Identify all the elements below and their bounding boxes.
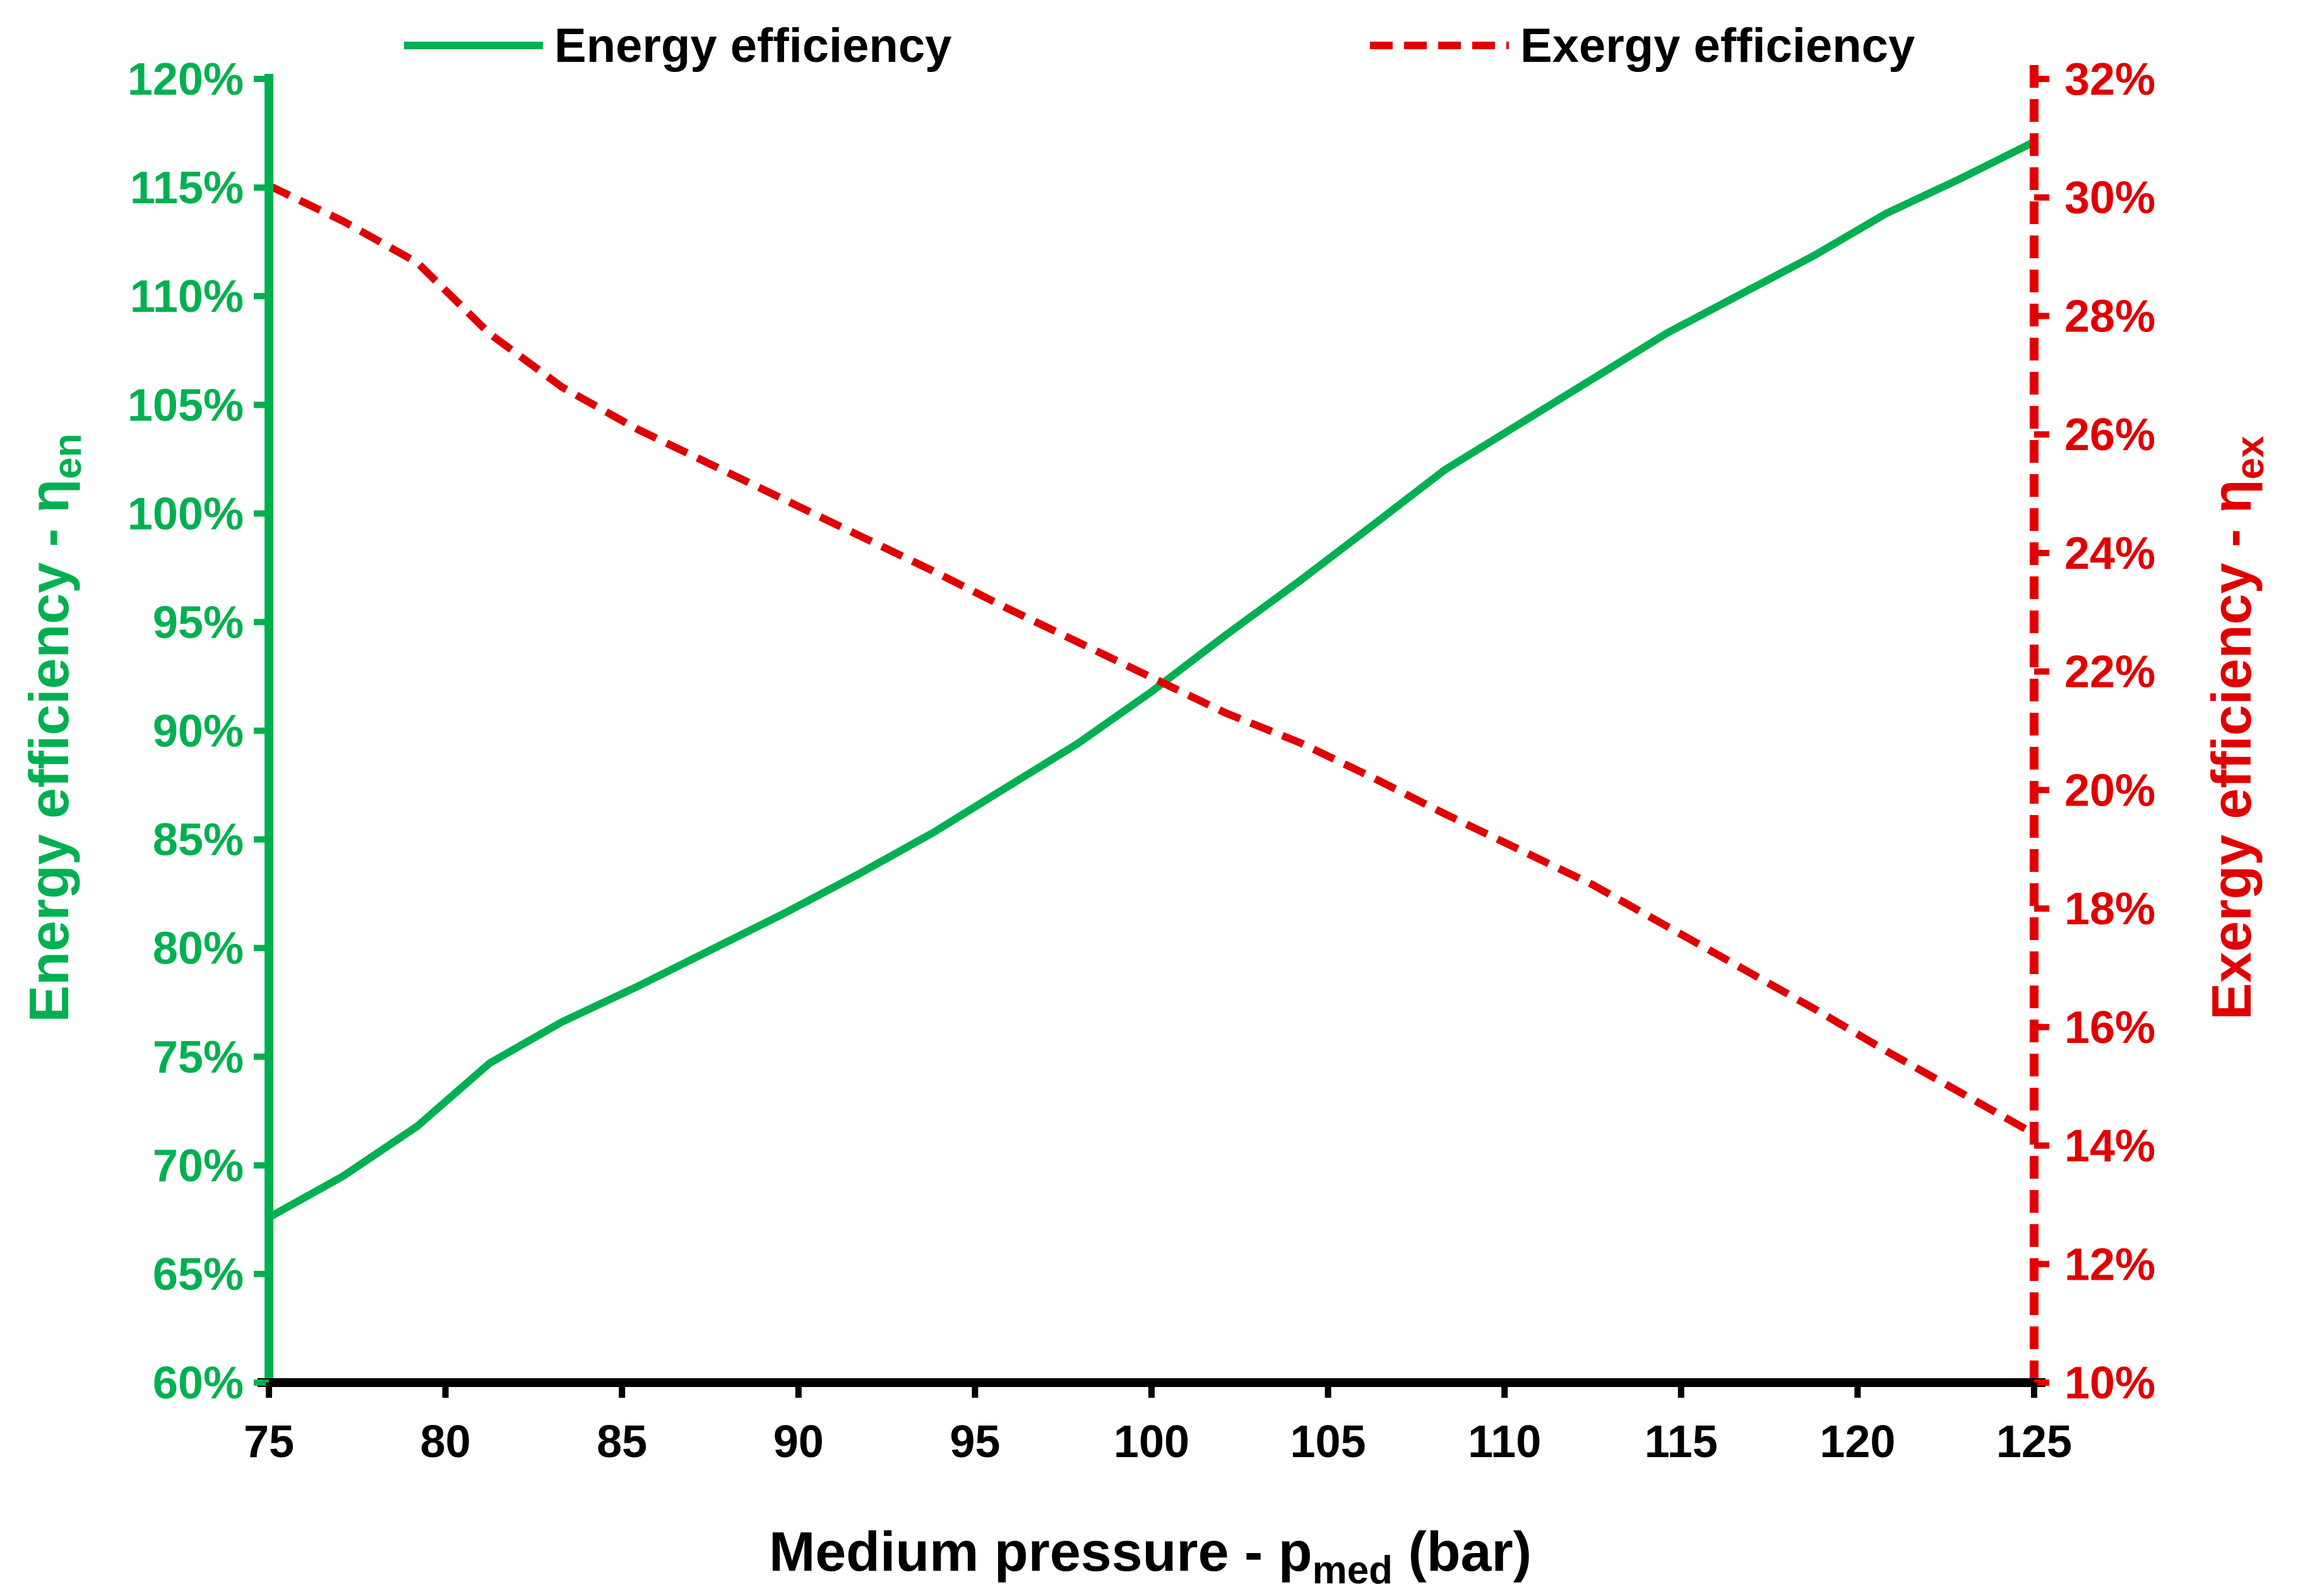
legend: Energy efficiency Exergy efficiency	[404, 19, 1915, 73]
left-tick-label: 95%	[153, 597, 244, 648]
x-tick-label: 95	[950, 1417, 1000, 1467]
left-tick-label: 70%	[153, 1141, 244, 1191]
right-tick-label: 30%	[2064, 173, 2155, 223]
x-tick-label: 115	[1645, 1417, 1718, 1467]
right-tick-label: 20%	[2064, 765, 2155, 816]
left-tick-label: 110%	[130, 271, 244, 322]
left-axis-title-subscript: en	[46, 433, 90, 479]
left-tick-label: 115%	[130, 163, 244, 213]
left-axis-tick-labels: 60% 65% 70% 75% 80% 85% 90% 95% 100% 105% 110% 115%…	[128, 54, 244, 1408]
x-tick-label: 120	[1819, 1417, 1895, 1467]
right-axis-tick-labels: 10% 12% 14% 16% 18% 20% 22% 24% 26% 28% 30% 32%	[2064, 54, 2155, 1408]
legend-exergy-label: Exergy efficiency	[1520, 19, 1915, 73]
axes-layer	[254, 65, 2049, 1398]
right-tick-label: 28%	[2064, 291, 2155, 342]
series-layer	[267, 138, 2036, 1221]
x-tick-label: 75	[244, 1417, 294, 1467]
right-tick-label: 32%	[2064, 54, 2155, 105]
x-tick-label: 100	[1114, 1417, 1189, 1467]
left-tick-label: 75%	[153, 1032, 244, 1083]
right-tick-label: 24%	[2064, 528, 2155, 579]
x-axis-title-subscript: med	[1313, 1549, 1393, 1592]
left-tick-label: 65%	[153, 1249, 244, 1300]
x-tick-label: 90	[773, 1417, 824, 1467]
x-axis-title-main: Medium pressure - p	[769, 1520, 1313, 1583]
right-axis-title: Exergy efficiency - ηex	[2200, 436, 2272, 1020]
x-tick-label: 110	[1468, 1417, 1541, 1467]
x-tick-label: 85	[597, 1417, 647, 1467]
left-axis-title: Energy efficiency - ηen	[18, 433, 90, 1022]
left-tick-label: 60%	[153, 1358, 244, 1408]
right-tick-label: 26%	[2064, 410, 2155, 460]
x-axis-title: Medium pressure - pmed (bar)	[769, 1520, 1532, 1592]
energy-efficiency-line	[267, 138, 2036, 1221]
legend-energy-label: Energy efficiency	[554, 19, 951, 73]
right-tick-label: 16%	[2064, 1003, 2155, 1053]
left-tick-label: 120%	[128, 54, 244, 105]
left-tick-label: 85%	[153, 815, 244, 866]
right-axis-title-subscript: ex	[2229, 436, 2272, 479]
right-tick-label: 14%	[2064, 1121, 2155, 1172]
left-tick-label: 105%	[128, 380, 244, 431]
left-axis-title-main: Energy efficiency - η	[18, 479, 80, 1023]
exergy-efficiency-line	[267, 182, 2036, 1138]
right-tick-label: 22%	[2064, 647, 2155, 698]
right-tick-label: 18%	[2064, 884, 2155, 934]
x-tick-label: 105	[1290, 1417, 1366, 1467]
x-axis-tick-labels: 75 80 85 90 95 100 105 110 115 120 125	[244, 1417, 2072, 1467]
left-tick-label: 80%	[153, 924, 244, 974]
right-tick-label: 12%	[2064, 1239, 2155, 1290]
left-tick-label: 100%	[128, 489, 244, 539]
right-axis-title-main: Exergy efficiency - η	[2200, 480, 2263, 1020]
left-tick-label: 90%	[153, 706, 244, 757]
x-tick-label: 125	[1996, 1417, 2072, 1467]
right-tick-label: 10%	[2064, 1358, 2155, 1408]
x-axis-title-tail: (bar)	[1393, 1520, 1532, 1583]
x-tick-label: 80	[420, 1417, 471, 1467]
